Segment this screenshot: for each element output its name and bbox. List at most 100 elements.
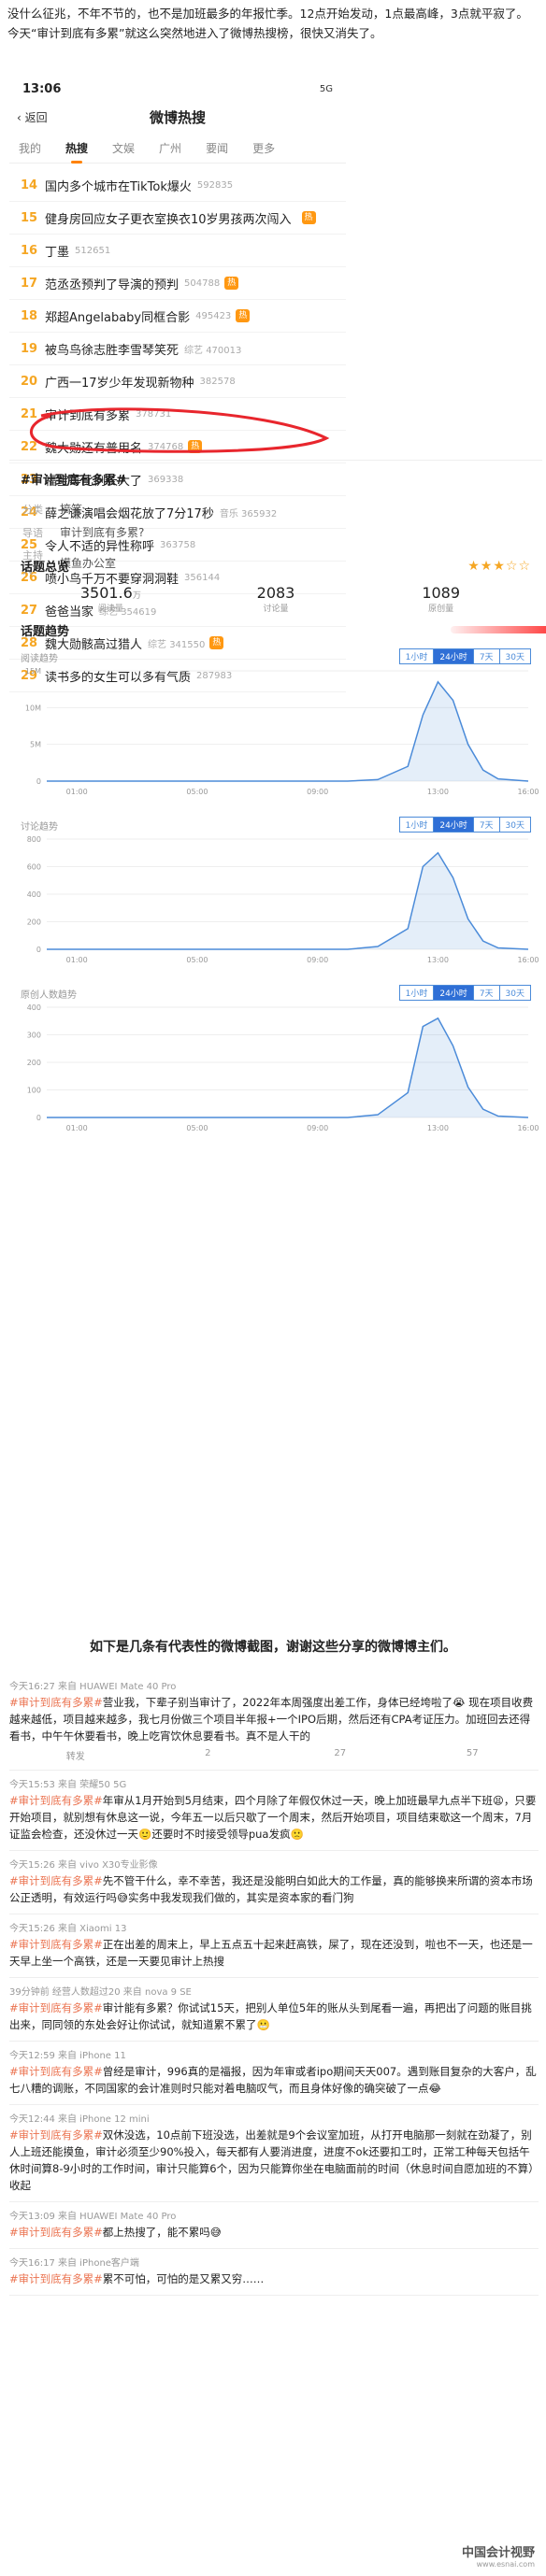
range-7d[interactable]: 7天	[472, 648, 500, 664]
intro-text: 没什么征兆，不年不节的，也不是加班最多的年报忙季。12点开始发动，1点最高峰，3…	[7, 7, 528, 40]
hot-search-item[interactable]: 24 薛之谦演唱会烟花放了7分17秒 音乐 365932	[9, 496, 346, 529]
hot-search-item[interactable]: 19 被鸟鸟徐志胜李雪琴笑死 综艺 470013	[9, 333, 346, 365]
hot-count: 495423	[195, 310, 232, 321]
back-button[interactable]: ‹ 返回	[17, 109, 101, 125]
hot-search-item[interactable]: 16 丁墨 512651	[9, 235, 346, 267]
host-value[interactable]: 摸鱼办公室	[60, 556, 117, 570]
hot-rank: 26	[21, 570, 38, 585]
x-tick-label: 01:00	[66, 1124, 88, 1132]
topic-tag-link[interactable]: #审计到底有多累#	[9, 1874, 103, 1887]
hot-search-item[interactable]: 23 福宝等比例长大了 369338	[9, 463, 346, 496]
topic-tag-link[interactable]: #审计到底有多累#	[9, 1696, 103, 1709]
hot-title: 喷小鸟千万不要穿洞洞鞋	[45, 572, 180, 587]
like-button[interactable]: 27	[334, 1748, 347, 1758]
y-tick-label: 0	[36, 777, 41, 786]
y-tick-label: 10M	[25, 704, 41, 712]
topic-tag-link[interactable]: #审计到底有多累#	[9, 1938, 103, 1951]
x-tick-label: 13:00	[427, 956, 449, 964]
hot-search-item[interactable]: 20 广西一17岁少年发现新物种 382578	[9, 365, 346, 398]
tab-ent[interactable]: 文娱	[112, 141, 136, 155]
highlight-circle	[30, 407, 330, 453]
range-30d[interactable]: 30天	[498, 817, 531, 833]
range-30d[interactable]: 30天	[498, 985, 531, 1001]
topic-tag-link[interactable]: #审计到底有多累#	[9, 1794, 103, 1807]
share-button[interactable]: 57	[466, 1748, 479, 1758]
topic-tag-link[interactable]: #审计到底有多累#	[9, 2065, 103, 2078]
tab-hot[interactable]: 热搜	[65, 141, 89, 164]
hot-rank: 24	[21, 505, 38, 519]
hot-search-item[interactable]: 14 国内多个城市在TikTok爆火 592835	[9, 169, 346, 202]
range-1h[interactable]: 1小时	[398, 817, 435, 833]
topic-guide-row: 导语 审计到底有多累?	[9, 520, 542, 544]
hot-search-item[interactable]: 27 爸爸当家 综艺 354619	[9, 594, 346, 627]
hot-search-item[interactable]: 17 范丞丞预判了导演的预判 504788 热	[9, 267, 346, 300]
category-label: 分类	[22, 503, 43, 516]
range-1h[interactable]: 1小时	[398, 648, 435, 664]
post-text: 曾经是审计，996真的是福报，因为年审或者ipo期间天天007。遇到账目复杂的大…	[9, 2065, 537, 2095]
hot-search-item[interactable]: 26 喷小鸟千万不要穿洞洞鞋 356144	[9, 562, 346, 594]
tab-news[interactable]: 要闻	[206, 141, 229, 155]
nav-bar: ‹ 返回 微博热搜	[9, 101, 346, 133]
hot-title: 魏大勋骸高过猎人	[45, 637, 143, 652]
range-7d[interactable]: 7天	[472, 985, 500, 1001]
hot-badge: 热	[224, 277, 239, 290]
hot-title: 福宝等比例长大了	[45, 474, 143, 489]
topic-tag-link[interactable]: #审计到底有多累#	[9, 2226, 103, 2239]
range-24h[interactable]: 24小时	[433, 817, 474, 833]
topic-summary: 话题总览 ★★★☆☆ 3501.6万 阅读量 2083 讨论量 1089 原创量	[9, 551, 542, 617]
hot-badge: 热	[188, 440, 203, 453]
stat-discuss-label: 讨论量	[263, 605, 289, 614]
stat-discuss-value: 2083	[256, 584, 295, 602]
topic-tag-link[interactable]: #审计到底有多累#	[9, 2001, 103, 2014]
hot-search-item[interactable]: 25 令人不适的异性称呼 363758	[9, 529, 346, 562]
tab-more[interactable]: 更多	[252, 141, 276, 155]
post-meta: 今天16:27 来自 HUAWEI Mate 40 Pro	[9, 1682, 177, 1692]
range-24h[interactable]: 24小时	[433, 985, 474, 1001]
y-tick-label: 600	[27, 863, 41, 872]
rating-stars: ★★★☆☆	[467, 558, 531, 574]
chart-title: 讨论趋势	[21, 822, 58, 833]
watermark-url: www.esnai.com	[476, 2560, 535, 2569]
range-7d[interactable]: 7天	[472, 817, 500, 833]
topic-category-row: 分类 搞笑	[9, 497, 542, 520]
watermark-name: 中国会计视野	[461, 2546, 535, 2560]
tab-bar: 我的 热搜 文娱 广州 要闻 更多	[9, 133, 346, 164]
weibo-post: 今天12:44 来自 iPhone 12 mini #审计到底有多累#双休没选，1…	[9, 2105, 539, 2202]
series-area	[47, 1018, 528, 1117]
status-signal: 5G	[319, 83, 333, 94]
post-meta: 今天16:17 来自 iPhone客户端	[9, 2258, 139, 2269]
topic-host-row: 主持人 摸鱼办公室	[9, 544, 542, 581]
x-tick-label: 01:00	[66, 956, 88, 964]
x-tick-label: 09:00	[307, 956, 328, 964]
hot-count: 综艺 470013	[184, 345, 242, 356]
range-30d[interactable]: 30天	[498, 648, 531, 664]
stat-original: 1089 原创量	[358, 584, 524, 614]
post-text: 都上热搜了，能不累吗😅	[102, 2226, 222, 2239]
hot-search-item[interactable]: 15 健身房回应女子更衣室换衣10岁男孩两次闯入热	[9, 202, 346, 235]
post-text: 累不可怕，可怕的是又累又穷……	[102, 2272, 265, 2285]
repost-button[interactable]: 转发	[65, 1752, 85, 1762]
range-1h[interactable]: 1小时	[398, 985, 435, 1001]
hot-search-item[interactable]: 28 魏大勋骸高过猎人 综艺 341550 热	[9, 627, 346, 660]
hot-search-item[interactable]: 29 读书多的女生可以多有气质 287983	[9, 660, 346, 692]
range-24h[interactable]: 24小时	[433, 648, 474, 664]
tab-guangzhou[interactable]: 广州	[159, 141, 182, 155]
tab-mine[interactable]: 我的	[19, 141, 42, 155]
hot-count: 374768	[148, 441, 184, 452]
topic-tag-link[interactable]: #审计到底有多累#	[9, 2128, 103, 2142]
range-tabs: 1小时 24小时 7天 30天	[398, 817, 531, 833]
series-area	[47, 681, 528, 781]
comment-button[interactable]: 2	[205, 1748, 211, 1758]
status-time: 13:06	[22, 81, 62, 96]
y-tick-label: 800	[27, 835, 41, 844]
hot-title: 被鸟鸟徐志胜李雪琴笑死	[45, 343, 180, 358]
weibo-hot-search-screenshot: 13:06 5G ‹ 返回 微博热搜 我的 热搜 文娱 广州 要闻 更多 14 国…	[9, 77, 346, 692]
x-tick-label: 09:00	[307, 788, 328, 796]
hot-rank: 16	[21, 243, 38, 258]
hot-search-item[interactable]: 18 郑超Angelababy同框合影 495423 热	[9, 300, 346, 333]
topic-tag-link[interactable]: #审计到底有多累#	[9, 2272, 103, 2285]
topic-title[interactable]: #审计到底有多累#	[21, 474, 126, 488]
original-trend-plot: 0 100 200 300 400 01:00 05:00 09:00 13:00 16:00	[27, 1003, 539, 1132]
stat-discuss: 2083 讨论量	[194, 584, 359, 614]
y-tick-label: 200	[27, 1059, 41, 1067]
